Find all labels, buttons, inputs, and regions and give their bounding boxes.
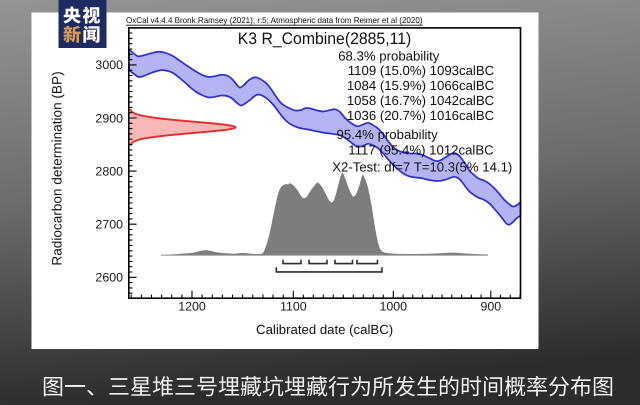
svg-text:1000: 1000 (380, 300, 408, 314)
svg-text:K3 R_Combine(2885,11): K3 R_Combine(2885,11) (238, 29, 412, 48)
svg-text:OxCal v4.4.4 Bronk Ramsey (202: OxCal v4.4.4 Bronk Ramsey (2021); r:5; A… (126, 15, 423, 25)
svg-text:2600: 2600 (95, 271, 123, 285)
svg-text:Radiocarbon determination (BP): Radiocarbon determination (BP) (50, 71, 65, 265)
svg-text:68.3% probability: 68.3% probability (338, 48, 440, 63)
svg-text:1084 (15.9%) 1066calBC: 1084 (15.9%) 1066calBC (347, 78, 495, 93)
svg-text:95.4% probability: 95.4% probability (337, 127, 439, 142)
svg-text:2800: 2800 (95, 164, 123, 178)
svg-text:2900: 2900 (95, 111, 123, 125)
svg-text:1036 (20.7%) 1016calBC: 1036 (20.7%) 1016calBC (347, 108, 495, 123)
svg-text:X2-Test: df=7 T=10.3(5% 14.1): X2-Test: df=7 T=10.3(5% 14.1) (332, 160, 512, 175)
svg-text:Calibrated date (calBC): Calibrated date (calBC) (256, 322, 393, 337)
svg-text:2700: 2700 (95, 218, 123, 232)
svg-text:1117 (95.4%) 1012calBC: 1117 (95.4%) 1012calBC (348, 142, 494, 157)
svg-text:1200: 1200 (178, 300, 206, 314)
svg-text:1109 (15.0%) 1093calBC: 1109 (15.0%) 1093calBC (348, 63, 495, 78)
svg-text:1100: 1100 (280, 300, 307, 314)
svg-text:1058 (16.7%) 1042calBC: 1058 (16.7%) 1042calBC (347, 93, 495, 108)
svg-text:3000: 3000 (95, 58, 123, 72)
svg-text:900: 900 (480, 300, 501, 314)
